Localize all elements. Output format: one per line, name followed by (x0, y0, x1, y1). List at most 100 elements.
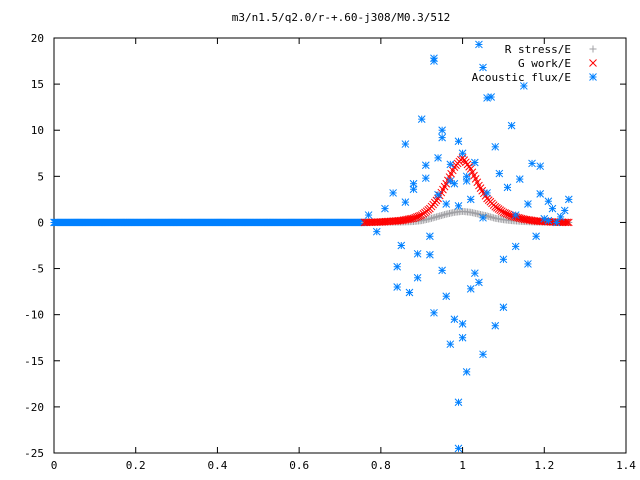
acoustic-flux-point (413, 273, 422, 282)
g-work-e-point (564, 218, 573, 227)
g-work-e-point (563, 218, 572, 227)
acoustic-flux-point (430, 57, 438, 65)
acoustic-flux-point (450, 315, 459, 324)
acoustic-flux-point (454, 201, 463, 210)
acoustic-flux-point (470, 269, 479, 278)
acoustic-flux-point (426, 232, 434, 241)
legend-marker (589, 45, 597, 53)
acoustic-flux-point (483, 189, 491, 197)
acoustic-flux-point (462, 367, 471, 376)
acoustic-flux-point (434, 154, 442, 162)
legend-marker (589, 59, 597, 67)
acoustic-flux-point (409, 179, 418, 188)
acoustic-flux-point (393, 283, 402, 291)
acoustic-flux-point (511, 211, 520, 219)
x-tick-label: 0.2 (126, 459, 146, 472)
legend-marker (589, 73, 597, 81)
acoustic-flux-point (446, 340, 455, 349)
g-work-e-points (360, 154, 573, 227)
acoustic-flux-flat-points (50, 218, 369, 227)
y-tick-label: 15 (31, 78, 44, 91)
acoustic-flux-point (548, 204, 557, 213)
x-tick-label: 0.4 (207, 459, 227, 472)
acoustic-flux-point (532, 232, 540, 241)
acoustic-flux-point (446, 177, 455, 185)
acoustic-flux-point (442, 200, 451, 208)
g-work-e-point (406, 215, 415, 223)
acoustic-flux-point (499, 255, 508, 264)
acoustic-flux-point (544, 197, 553, 206)
acoustic-flux-point (372, 227, 381, 236)
acoustic-flux-point (458, 149, 467, 158)
acoustic-flux-point (524, 200, 532, 208)
acoustic-flux-point (434, 190, 442, 199)
legend-label: R stress/E (505, 43, 571, 56)
acoustic-flux-point (421, 174, 430, 183)
acoustic-flux-point (401, 140, 410, 148)
acoustic-flux-point (556, 213, 565, 221)
x-tick-label: 0.6 (289, 459, 309, 472)
acoustic-flux-point (405, 288, 414, 297)
acoustic-flux-point (397, 241, 406, 250)
y-tick-label: -20 (24, 401, 44, 414)
chart-marks (50, 40, 573, 453)
acoustic-flux-point (413, 249, 422, 258)
acoustic-flux-point (475, 40, 483, 49)
y-tick-label: 0 (37, 216, 44, 229)
acoustic-flux-point (552, 218, 561, 227)
acoustic-flux-point (475, 278, 483, 287)
acoustic-flux-point (470, 158, 479, 167)
acoustic-flux-point (536, 162, 545, 171)
y-tick-label: -25 (24, 447, 44, 460)
acoustic-flux-point (393, 262, 402, 271)
acoustic-flux-point (536, 190, 545, 198)
x-tick-label: 1.4 (616, 459, 636, 472)
acoustic-flux-point (499, 303, 508, 312)
acoustic-flux-point (417, 115, 426, 124)
acoustic-flux-point (462, 172, 471, 181)
acoustic-flux-point (426, 250, 434, 259)
acoustic-flux-point (483, 94, 491, 102)
acoustic-flux-point (381, 204, 389, 213)
acoustic-flux-point (479, 350, 487, 359)
acoustic-flux-point (479, 213, 487, 222)
acoustic-flux-point (507, 121, 516, 130)
chart-title: m3/n1.5/q2.0/r-+.60-j308/M0.3/512 (232, 11, 451, 24)
acoustic-flux-point (511, 242, 520, 251)
y-tick-label: -15 (24, 355, 44, 368)
acoustic-flux-point (364, 211, 373, 219)
x-tick-label: 0.8 (371, 459, 391, 472)
acoustic-flux-point (544, 216, 553, 225)
acoustic-flux-point (454, 444, 463, 453)
x-tick-label: 0 (51, 459, 58, 472)
y-tick-label: -10 (24, 309, 44, 322)
acoustic-flux-point (491, 321, 500, 330)
y-tick-label: 5 (37, 170, 44, 183)
acoustic-flux-point (421, 161, 430, 170)
acoustic-flux-point (491, 142, 500, 151)
acoustic-flux-point (560, 206, 569, 215)
acoustic-flux-point (520, 82, 528, 90)
acoustic-flux-point (528, 159, 536, 168)
axes: 0 0.2 0.4 0.6 0.8 1 1.2 1.4 -25 -20 -15 -10 -5 0 5 10 15… (24, 32, 636, 472)
acoustic-flux-point (458, 320, 467, 328)
acoustic-flux-point (466, 284, 475, 293)
legend-label: G work/E (518, 57, 571, 70)
legend-label: Acoustic flux/E (472, 71, 571, 84)
acoustic-flux-point (438, 133, 446, 142)
acoustic-flux-point (401, 198, 410, 207)
y-tick-label: 10 (31, 124, 44, 137)
acoustic-flux-point (479, 63, 487, 72)
acoustic-flux-point (524, 260, 532, 268)
acoustic-flux-point (442, 292, 451, 301)
acoustic-flux-point (503, 183, 512, 192)
acoustic-flux-point (564, 195, 573, 204)
y-tick-label: 20 (31, 32, 44, 45)
acoustic-flux-point (438, 126, 446, 135)
x-tick-label: 1.2 (534, 459, 554, 472)
plot-border (53, 37, 627, 454)
y-tick-label: -5 (31, 263, 44, 276)
acoustic-flux-point (454, 137, 463, 146)
